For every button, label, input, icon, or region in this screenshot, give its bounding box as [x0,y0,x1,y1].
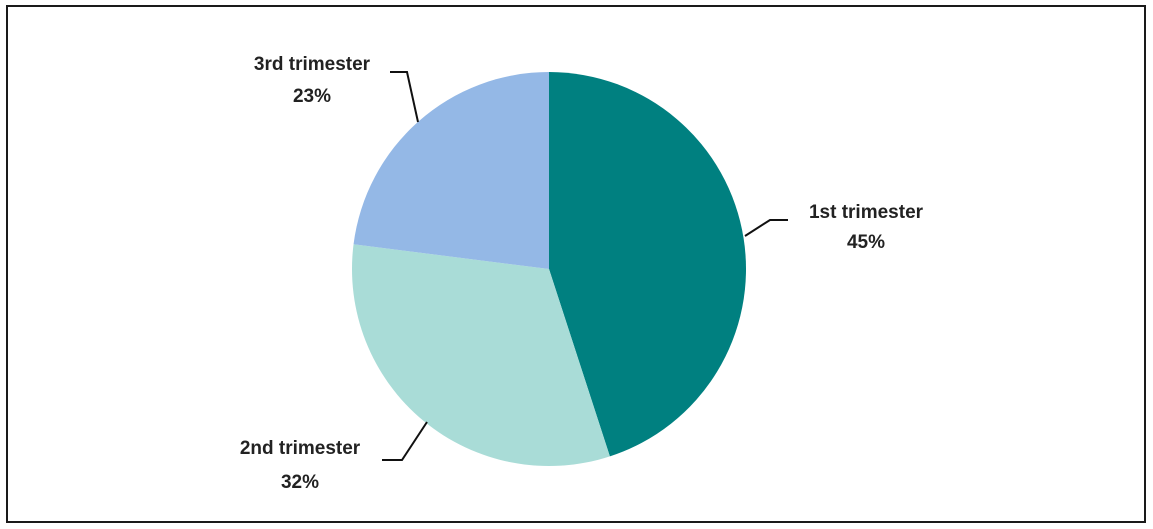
slice-value-3rd-trimester: 23% [293,86,331,107]
leader-line-2nd-trimester [382,421,428,461]
pie-slice-1st-trimester [549,72,747,457]
slice-label-1st-trimester: 1st trimester [809,202,924,223]
slice-value-1st-trimester: 45% [847,232,885,253]
leader-line-1st-trimester [744,219,788,237]
slice-value-2nd-trimester: 32% [281,472,319,493]
pie-slice-3rd-trimester [353,72,549,269]
slice-label-2nd-trimester: 2nd trimester [240,438,361,459]
leader-lines [382,71,788,461]
pie-slices [351,72,747,467]
slice-label-3rd-trimester: 3rd trimester [254,54,371,75]
leader-line-3rd-trimester [390,71,419,123]
pie-slice-2nd-trimester [351,244,610,467]
